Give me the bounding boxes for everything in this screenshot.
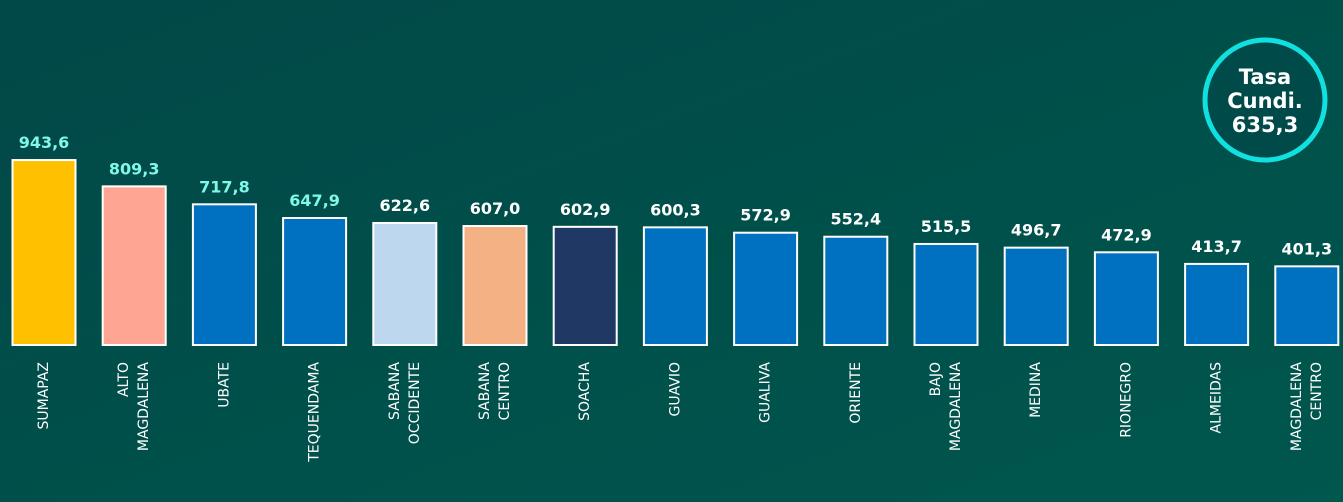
x-tick-label: RIONEGRO xyxy=(1118,362,1134,438)
x-tick-label: SABANA xyxy=(387,362,403,420)
x-tick-label: MEDINA xyxy=(1028,362,1044,418)
value-label: 515,5 xyxy=(921,217,972,236)
x-tick-label: MAGDALENA xyxy=(948,362,964,451)
bar xyxy=(552,225,618,347)
bar xyxy=(823,235,889,346)
x-tick-label: MAGDALENA xyxy=(1289,362,1305,451)
bar xyxy=(462,225,528,346)
value-label: 600,3 xyxy=(650,200,701,219)
annotation-circle xyxy=(1202,37,1328,163)
value-label: 622,6 xyxy=(379,196,430,215)
x-tick-label: TEQUENDAMA xyxy=(307,362,323,463)
x-tick-label: MAGDALENA xyxy=(136,362,152,451)
bar xyxy=(11,159,77,346)
value-label: 607,0 xyxy=(470,199,521,218)
x-tick-label: ALMEIDAS xyxy=(1209,362,1225,434)
bar xyxy=(1093,251,1159,346)
bar xyxy=(642,226,708,346)
value-label: 602,9 xyxy=(560,200,611,219)
value-label: 717,8 xyxy=(199,177,250,196)
bar xyxy=(733,231,799,346)
annotation-text: Tasa xyxy=(1239,65,1291,89)
annotation-text: Cundi. xyxy=(1227,89,1303,113)
bar xyxy=(372,221,438,346)
bar xyxy=(1274,265,1340,347)
x-tick-label: CENTRO xyxy=(497,362,513,420)
value-label: 572,9 xyxy=(740,206,791,225)
value-label: 943,6 xyxy=(19,133,70,152)
value-label: 809,3 xyxy=(109,159,160,178)
value-label: 552,4 xyxy=(830,210,881,229)
value-label: 472,9 xyxy=(1101,225,1152,244)
x-tick-label: CENTRO xyxy=(1309,362,1325,420)
bar xyxy=(101,185,167,346)
x-tick-label: SABANA xyxy=(477,362,493,420)
annotation-text: 635,3 xyxy=(1232,113,1298,137)
bar xyxy=(1184,262,1250,346)
x-tick-label: UBATE xyxy=(216,362,232,408)
value-label: 413,7 xyxy=(1191,237,1242,256)
value-label: 401,3 xyxy=(1281,239,1332,258)
x-tick-label: ORIENTE xyxy=(848,362,864,424)
bar xyxy=(1003,246,1069,347)
x-tick-label: BAJO xyxy=(928,362,944,396)
x-tick-label: GUALIVA xyxy=(758,362,774,423)
bar xyxy=(191,203,257,346)
x-tick-label: SOACHA xyxy=(577,362,593,421)
bar xyxy=(282,217,348,346)
value-label: 496,7 xyxy=(1011,221,1062,240)
x-tick-label: OCCIDENTE xyxy=(407,362,423,444)
x-tick-label: GUAVIO xyxy=(667,362,683,417)
x-tick-label: SUMAPAZ xyxy=(36,362,52,430)
bar xyxy=(913,242,979,347)
value-label: 647,9 xyxy=(289,191,340,210)
x-tick-label: ALTO xyxy=(116,362,132,397)
